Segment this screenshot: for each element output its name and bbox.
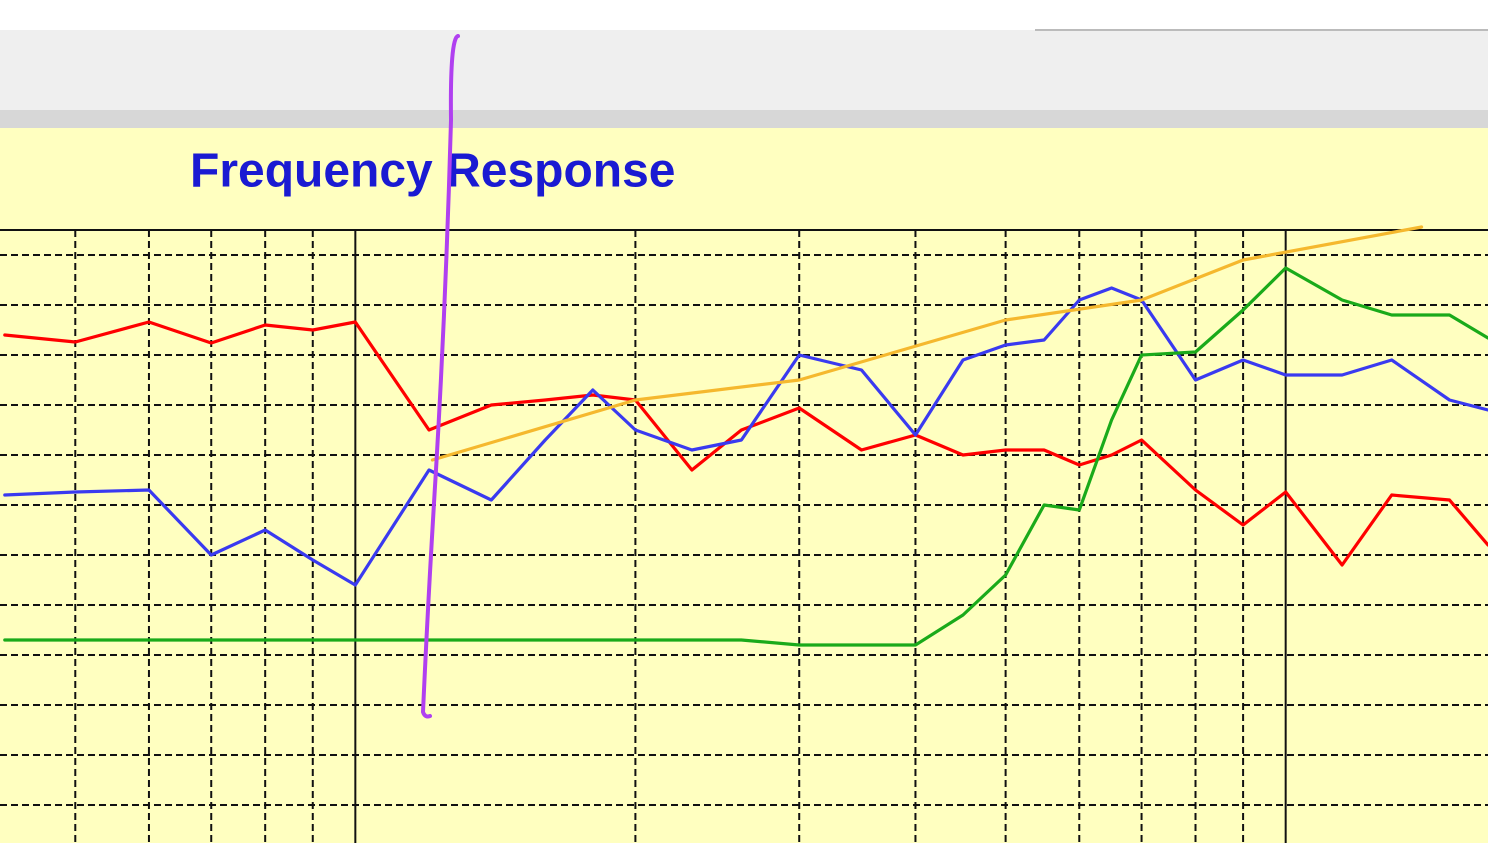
plot-background bbox=[0, 128, 1488, 843]
series-line bbox=[3, 320, 1488, 567]
annotation-marker bbox=[420, 34, 460, 719]
grid bbox=[0, 230, 1488, 843]
series-line bbox=[430, 225, 1424, 462]
series-line bbox=[3, 286, 1488, 587]
toolbar-border bbox=[0, 110, 1488, 128]
chart-title: Frequency Response bbox=[190, 145, 675, 198]
toolbar bbox=[0, 30, 1488, 110]
curves bbox=[3, 225, 1488, 647]
series-line bbox=[3, 266, 1488, 647]
